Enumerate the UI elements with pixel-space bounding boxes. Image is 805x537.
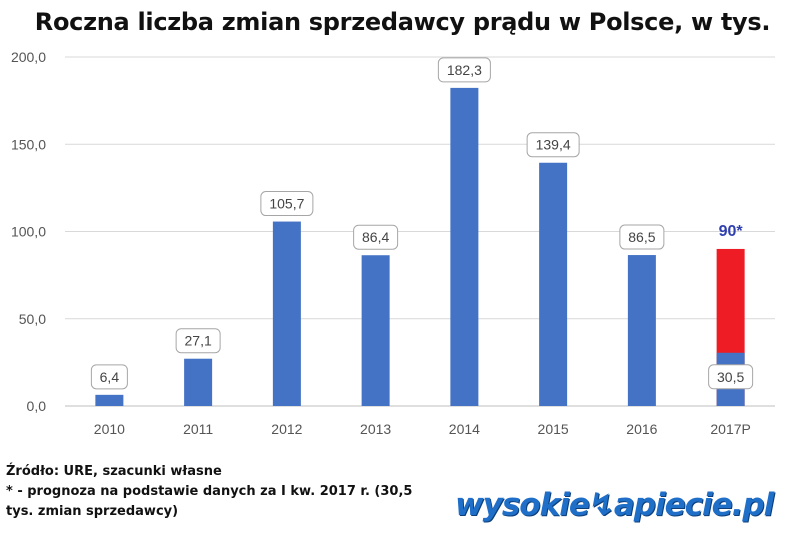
y-tick-label: 100,0 bbox=[11, 224, 46, 240]
source-note: Źródło: URE, szacunki własne bbox=[6, 464, 222, 479]
y-tick-label: 0,0 bbox=[27, 398, 47, 414]
x-tick-label: 2010 bbox=[94, 421, 125, 437]
bar bbox=[184, 358, 213, 406]
brand-logo-part2: apiecie.pl bbox=[613, 487, 774, 523]
x-tick-label: 2016 bbox=[626, 421, 657, 437]
data-label: 6,4 bbox=[100, 369, 120, 385]
y-tick-label: 200,0 bbox=[11, 49, 46, 65]
bar bbox=[361, 255, 390, 406]
bar bbox=[450, 87, 479, 406]
bar bbox=[627, 255, 656, 406]
x-tick-label: 2012 bbox=[271, 421, 302, 437]
chart-title: Roczna liczba zmian sprzedawcy prądu w P… bbox=[34, 8, 771, 36]
bar bbox=[272, 221, 301, 406]
data-label-box bbox=[708, 364, 754, 390]
data-label: 182,3 bbox=[447, 62, 482, 78]
lightning-bolt-icon: ↯ bbox=[588, 487, 615, 523]
data-label: 86,4 bbox=[362, 229, 389, 245]
data-label: 139,4 bbox=[536, 137, 571, 153]
data-label: 27,1 bbox=[185, 333, 212, 349]
x-tick-label: 2013 bbox=[360, 421, 391, 437]
data-label-box bbox=[260, 191, 314, 217]
data-label-box bbox=[90, 364, 128, 390]
x-tick-label: 2017P bbox=[710, 421, 750, 437]
data-label: 86,5 bbox=[628, 229, 655, 245]
brand-logo: wysokie↯apiecie.pl bbox=[455, 487, 774, 523]
footnotes: Źródło: URE, szacunki własne * - prognoz… bbox=[6, 462, 412, 522]
data-label: 30,5 bbox=[717, 369, 744, 385]
brand-logo-part1: wysokie bbox=[455, 487, 590, 523]
x-tick-label: 2014 bbox=[449, 421, 480, 437]
bar bbox=[539, 162, 568, 406]
data-label: 105,7 bbox=[269, 196, 304, 212]
forecast-label: 90* bbox=[719, 223, 744, 240]
x-tick-label: 2015 bbox=[538, 421, 569, 437]
data-label-box bbox=[619, 224, 665, 250]
data-label-box bbox=[437, 57, 491, 83]
y-tick-label: 150,0 bbox=[11, 136, 46, 152]
data-label-box bbox=[526, 132, 580, 158]
x-tick-label: 2011 bbox=[183, 421, 213, 437]
bar bbox=[95, 394, 124, 406]
y-tick-label: 50,0 bbox=[19, 311, 46, 327]
chart-plot: 0,0 50,0 100,0 150,0 200,0 2010 2011 2012 2013 2… bbox=[11, 49, 775, 437]
data-label-box bbox=[175, 328, 221, 354]
forecast-note-line2: tys. zmian sprzedawcy) bbox=[6, 504, 179, 519]
data-label-box bbox=[353, 224, 399, 250]
forecast-note-line1: * - prognoza na podstawie danych za I kw… bbox=[6, 484, 413, 499]
